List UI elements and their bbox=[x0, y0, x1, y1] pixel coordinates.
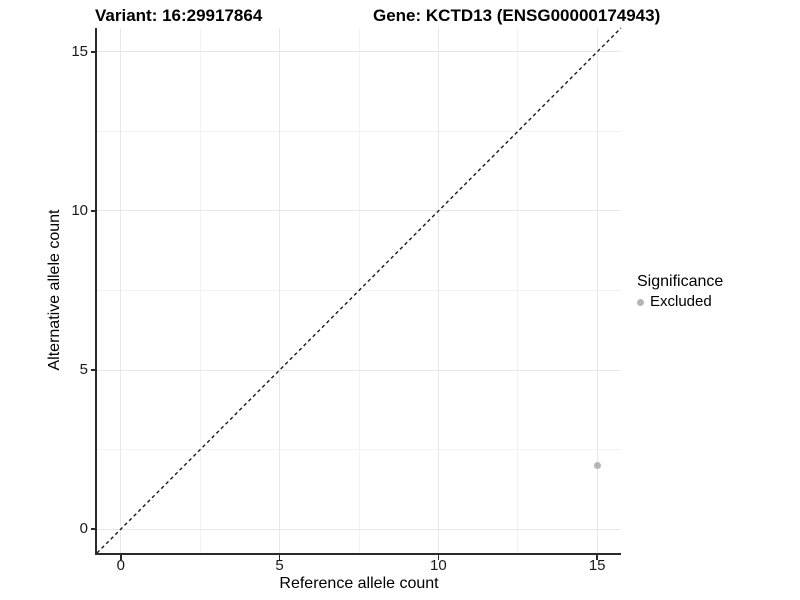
x-axis-title: Reference allele count bbox=[279, 575, 439, 592]
x-tick-mark bbox=[120, 555, 122, 560]
x-tick-mark bbox=[437, 555, 440, 560]
y-tick-label: 0 bbox=[79, 520, 88, 538]
legend-key-dot-icon bbox=[637, 298, 644, 306]
x-tick-label: 0 bbox=[116, 557, 125, 574]
plot-title-gene: Gene: KCTD13 (ENSG00000174943) bbox=[373, 6, 661, 25]
y-tick-label: 5 bbox=[79, 361, 88, 379]
legend-entry-excluded: Excluded bbox=[637, 293, 723, 311]
identity-dashed-line bbox=[96, 27, 622, 554]
y-tick-mark bbox=[90, 369, 95, 371]
gridline-y-major bbox=[97, 51, 621, 53]
gridline-y-major bbox=[97, 528, 621, 530]
x-tick-mark bbox=[596, 555, 598, 560]
y-tick-mark bbox=[90, 51, 95, 53]
x-tick-label: 15 bbox=[588, 557, 606, 574]
y-axis-title: Alternative allele count bbox=[46, 209, 63, 371]
gridline-y-minor bbox=[97, 449, 621, 451]
x-axis-line bbox=[95, 553, 621, 555]
plot-title-variant: Variant: 16:29917864 bbox=[95, 6, 263, 25]
legend: Significance Excluded bbox=[637, 272, 723, 311]
y-tick-mark bbox=[90, 210, 95, 212]
gridline-y-major bbox=[97, 369, 621, 371]
gridline-x-major bbox=[279, 28, 281, 553]
gridline-y-major bbox=[97, 210, 621, 212]
gridline-x-major bbox=[120, 28, 122, 553]
y-axis-line bbox=[95, 28, 97, 555]
identity-line bbox=[96, 27, 622, 554]
x-tick-label: 5 bbox=[275, 557, 284, 574]
y-tick-label: 15 bbox=[71, 42, 88, 60]
y-tick-label: 10 bbox=[71, 201, 88, 219]
x-tick-label: 10 bbox=[430, 557, 447, 574]
data-point bbox=[593, 462, 601, 469]
gridline-x-major bbox=[437, 28, 439, 553]
x-tick-mark bbox=[278, 555, 281, 560]
gridline-y-minor bbox=[97, 130, 621, 132]
legend-title: Significance bbox=[637, 273, 724, 290]
y-tick-mark bbox=[90, 528, 95, 530]
legend-entry-label: Excluded bbox=[650, 293, 712, 310]
gridline-x-major bbox=[596, 28, 598, 553]
plot-panel bbox=[96, 27, 622, 554]
